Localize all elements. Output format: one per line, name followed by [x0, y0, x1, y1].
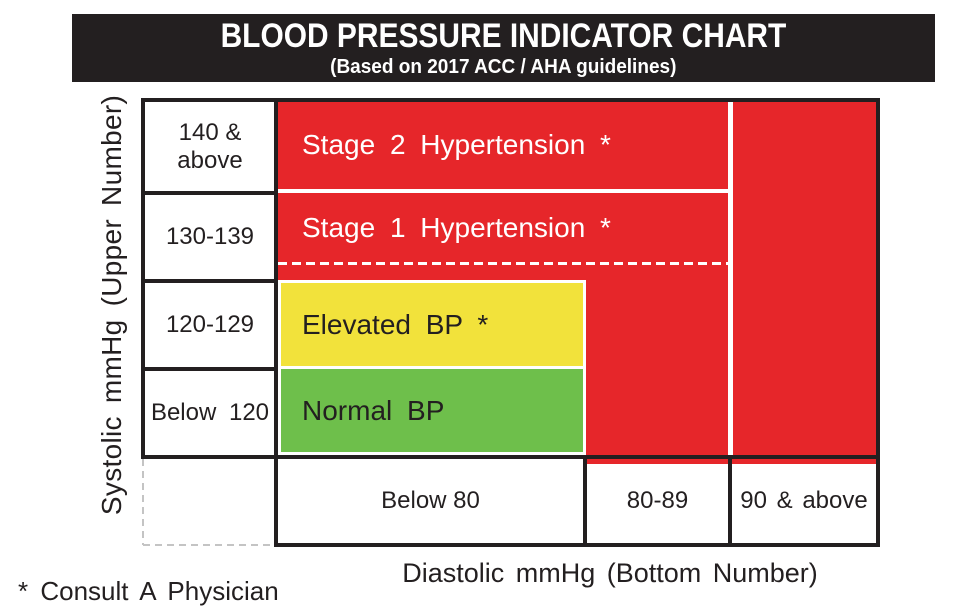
chart-subtitle: (Based on 2017 ACC / AHA guidelines): [330, 56, 677, 78]
diastolic-col-label-90-above: 90 & above: [740, 487, 868, 515]
grid-line-top: [141, 98, 880, 102]
grid-line-bottom-row: [274, 543, 880, 547]
systolic-row-label-120-129: 120-129: [165, 311, 255, 339]
x-axis-label: Diastolic mmHg (Bottom Number): [402, 558, 818, 588]
footnote-consult-physician: * Consult A Physician: [18, 576, 279, 606]
grid-line-row-3: [141, 367, 278, 371]
systolic-row-label-130-139: 130-139: [165, 223, 255, 251]
systolic-row-label-text: 140 & above: [177, 118, 243, 174]
zone-label-stage-1-hypertension: Stage 1 Hypertension *: [302, 212, 611, 243]
grid-line-col-2: [728, 455, 732, 547]
grid-line-left: [141, 98, 145, 459]
y-axis-label: Systolic mmHg (Upper Number): [96, 94, 127, 516]
zone-elevated-bp: [281, 283, 583, 366]
grid-line-row-2: [141, 279, 278, 283]
grid-line-chart-bottom: [141, 455, 880, 459]
diastolic-col-label-below-80: Below 80: [381, 487, 480, 515]
grid-line-label-column: [274, 98, 278, 547]
stage-divider-line: [278, 189, 731, 193]
systolic-row-label-140-above: 140 & above: [146, 102, 274, 191]
grid-line-row-1: [141, 191, 278, 195]
zone-label-normal-bp: Normal BP: [302, 394, 445, 426]
red-vertical-divider-line: [728, 100, 733, 455]
zone-hypertension-red-overhang: [586, 455, 878, 464]
grid-line-col-1: [583, 455, 587, 547]
zone-normal-bp: [281, 369, 583, 452]
systolic-row-label-below-120: Below 120: [150, 399, 270, 427]
dashed-guide-left: [142, 459, 144, 545]
chart-title: BLOOD PRESSURE INDICATOR CHART: [220, 17, 787, 55]
grid-line-right: [876, 98, 880, 547]
dashed-guide-bottom: [143, 544, 275, 546]
diastolic-col-label-80-89: 80-89: [626, 487, 689, 515]
stage1-dashed-line: [278, 262, 731, 265]
zone-label-stage-2-hypertension: Stage 2 Hypertension *: [302, 128, 611, 160]
chart-title-banner: BLOOD PRESSURE INDICATOR CHART (Based on…: [72, 14, 935, 82]
zone-label-elevated-bp: Elevated BP *: [302, 308, 489, 340]
